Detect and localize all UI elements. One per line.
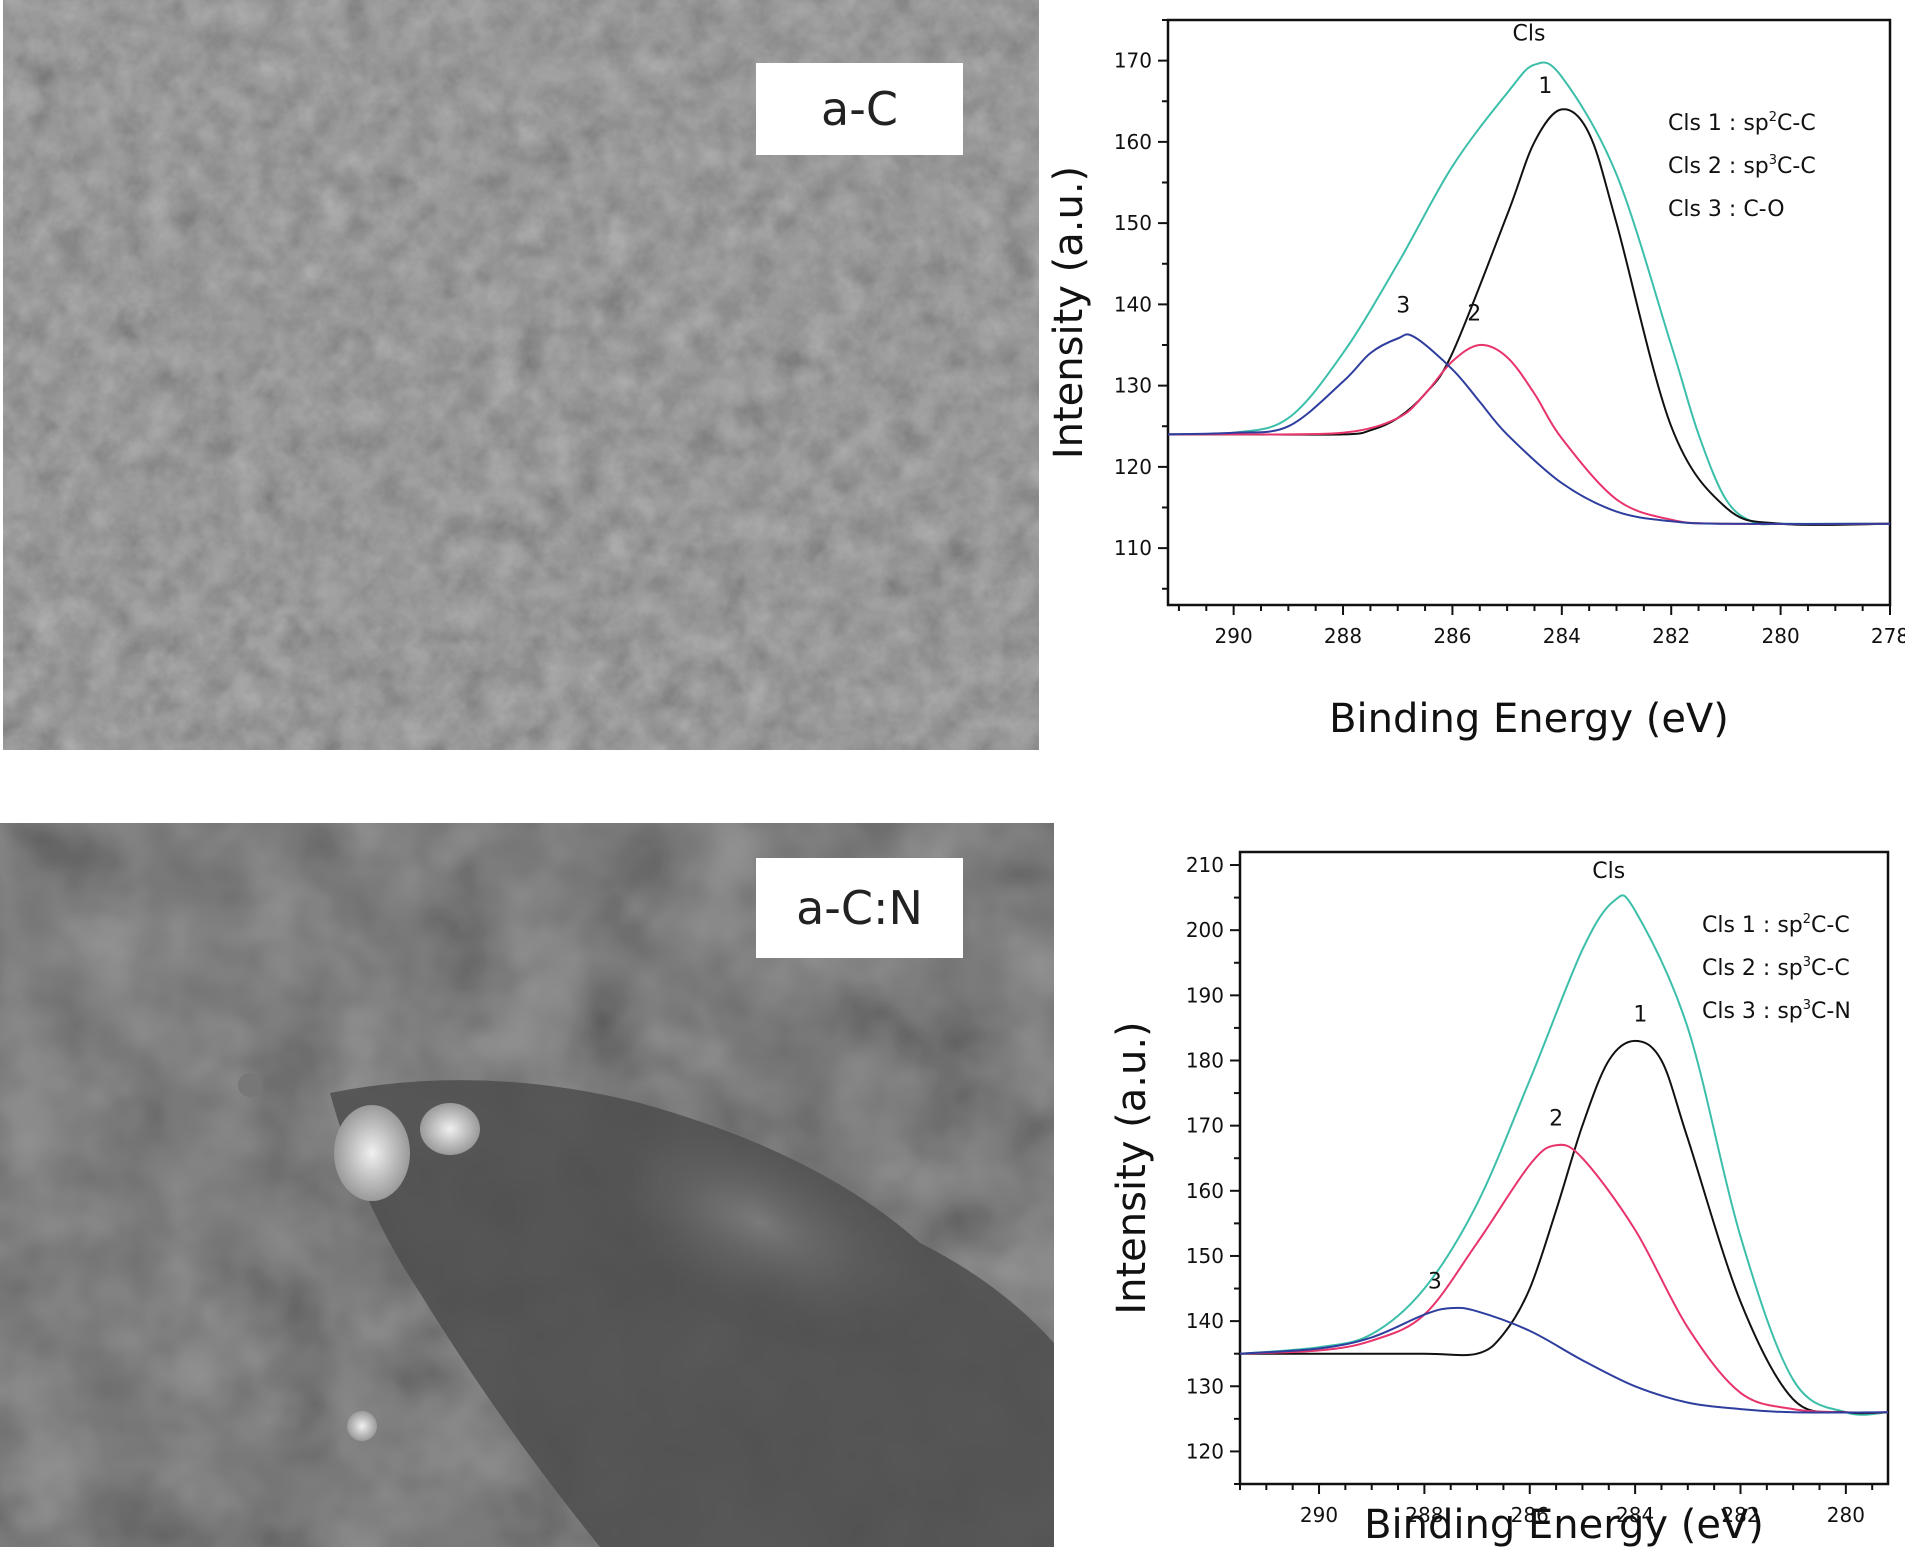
y-axis-title: Intensity (a.u.) xyxy=(1109,1021,1155,1314)
y-tick-label: 130 xyxy=(1186,1374,1224,1398)
x-tick-label: 278 xyxy=(1871,624,1905,648)
y-tick-label: 150 xyxy=(1114,211,1152,235)
xps-chart-a-c-n: 120 130 140 150 160 170 180 190 200 210 290 288 286 2… xyxy=(1040,820,1905,1561)
series-line-peak-2 xyxy=(1239,1143,1889,1414)
y-tick-label: 180 xyxy=(1186,1048,1224,1072)
x-tick-label: 290 xyxy=(1215,624,1253,648)
peak-label: 1 xyxy=(1538,74,1552,99)
series-line-peak-1 xyxy=(1167,108,1891,526)
legend-entry: Cls 3 : C-O xyxy=(1668,197,1785,222)
y-tick-label: 200 xyxy=(1186,918,1224,942)
x-tick-label: 280 xyxy=(1762,624,1800,648)
legend-entry: Cls 1 : sp2C-C xyxy=(1702,912,1850,938)
y-tick-label: 130 xyxy=(1114,374,1152,398)
legend-entry: Cls 3 : sp3C-N xyxy=(1702,998,1851,1024)
legend-entry: Cls 2 : sp3C-C xyxy=(1702,955,1850,981)
peak-label: 3 xyxy=(1428,1270,1442,1295)
legend-entry: Cls 1 : sp2C-C xyxy=(1668,110,1816,136)
x-tick-label: 282 xyxy=(1652,624,1690,648)
series-line-peak-2 xyxy=(1167,343,1891,526)
sample-label-a-c: a-C xyxy=(756,63,963,155)
series-line-peak-1 xyxy=(1240,1039,1889,1415)
x-tick-label: 290 xyxy=(1300,1503,1338,1527)
y-tick-label: 160 xyxy=(1186,1179,1224,1203)
y-tick-label: 170 xyxy=(1114,49,1152,73)
y-tick-label: 140 xyxy=(1114,292,1152,316)
y-tick-label: 120 xyxy=(1114,455,1152,479)
peak-label: 3 xyxy=(1396,294,1410,319)
x-tick-label: 284 xyxy=(1543,624,1581,648)
x-tick-label: 280 xyxy=(1827,1503,1865,1527)
y-tick-label: 110 xyxy=(1114,536,1152,560)
peak-label: Cls xyxy=(1513,21,1546,46)
sample-label-a-c-n: a-C:N xyxy=(756,858,963,958)
legend-entry: Cls 2 : sp3C-C xyxy=(1668,153,1816,179)
plot-frame xyxy=(1166,18,1892,607)
y-tick-label: 160 xyxy=(1114,130,1152,154)
y-tick-label: 170 xyxy=(1186,1114,1224,1138)
y-tick-label: 120 xyxy=(1186,1439,1224,1463)
peak-label: 2 xyxy=(1467,302,1481,327)
x-tick-label: 286 xyxy=(1433,624,1471,648)
x-tick-label: 288 xyxy=(1324,624,1362,648)
y-tick-label: 150 xyxy=(1186,1244,1224,1268)
x-tick-label: 288 xyxy=(1405,1503,1443,1527)
y-tick-label: 190 xyxy=(1186,983,1224,1007)
x-axis-title: Binding Energy (eV) xyxy=(1329,696,1729,742)
y-axis-title: Intensity (a.u.) xyxy=(1046,166,1092,459)
x-tick-label: 284 xyxy=(1616,1503,1654,1527)
y-tick-label: 140 xyxy=(1186,1309,1224,1333)
series-line-peak-3 xyxy=(1239,1306,1889,1414)
peak-label: Cls xyxy=(1592,859,1625,884)
peak-label: 1 xyxy=(1633,1002,1647,1027)
x-tick-label: 282 xyxy=(1721,1503,1759,1527)
y-tick-label: 210 xyxy=(1186,853,1224,877)
x-tick-label: 286 xyxy=(1511,1503,1549,1527)
series-line-cls-envelope xyxy=(1239,894,1889,1416)
x-axis-title: Binding Energy (eV) xyxy=(1364,1502,1764,1548)
series-line-peak-3 xyxy=(1167,333,1891,525)
peak-label: 2 xyxy=(1549,1107,1563,1132)
xps-chart-a-c: 110 120 130 140 150 160 170 290 288 286 284 282 280 2… xyxy=(1040,0,1905,770)
plot-frame xyxy=(1238,850,1890,1486)
